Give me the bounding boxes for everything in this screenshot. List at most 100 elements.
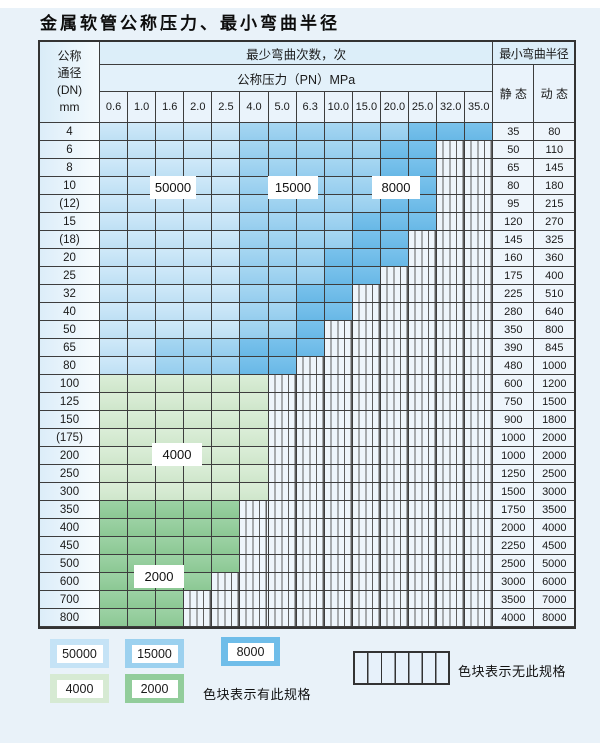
spec-cell xyxy=(268,537,297,555)
spec-cell xyxy=(324,159,353,177)
spec-cell xyxy=(128,465,157,483)
spec-cell xyxy=(268,339,297,357)
spec-cell xyxy=(100,195,129,213)
spec-cell xyxy=(100,339,129,357)
spec-cell xyxy=(268,141,297,159)
spec-cell xyxy=(268,429,297,447)
spec-cell xyxy=(296,411,325,429)
spec-cell xyxy=(409,555,438,573)
spec-cell xyxy=(212,465,241,483)
spec-cell xyxy=(465,411,494,429)
spec-cell xyxy=(184,483,213,501)
static-radius-cell: 1000 xyxy=(493,447,535,465)
spec-cell xyxy=(268,267,297,285)
dn-cell: 450 xyxy=(40,537,100,555)
spec-cell xyxy=(184,519,213,537)
spec-cell xyxy=(156,357,185,375)
min-bend-cycles-header: 最少弯曲次数，次 xyxy=(100,42,494,65)
spec-cell xyxy=(324,321,353,339)
spec-cell xyxy=(296,609,325,627)
spec-cell xyxy=(352,591,381,609)
spec-cell xyxy=(380,573,410,591)
spec-cell xyxy=(100,501,129,519)
spec-cell xyxy=(437,195,466,213)
spec-cell xyxy=(409,537,438,555)
spec-cell xyxy=(465,357,494,375)
spec-cell xyxy=(352,321,381,339)
spec-cell xyxy=(184,555,213,573)
spec-cell xyxy=(296,159,325,177)
spec-cell xyxy=(352,231,381,249)
spec-cell xyxy=(268,591,297,609)
dn-cell: 600 xyxy=(40,573,100,591)
spec-cell xyxy=(240,519,269,537)
spec-cell xyxy=(437,159,466,177)
spec-cell xyxy=(240,213,269,231)
dynamic-radius-cell: 8000 xyxy=(534,609,575,627)
spec-cell xyxy=(128,519,157,537)
static-radius-cell: 390 xyxy=(493,339,535,357)
dn-cell: 4 xyxy=(40,123,100,141)
spec-cell xyxy=(128,375,157,393)
spec-cell xyxy=(380,303,410,321)
band-label-4000: 4000 xyxy=(152,443,202,466)
spec-cell xyxy=(409,321,438,339)
spec-cell xyxy=(437,501,466,519)
spec-cell xyxy=(100,573,129,591)
spec-cell xyxy=(212,519,241,537)
spec-cell xyxy=(296,393,325,411)
dynamic-radius-cell: 325 xyxy=(534,231,575,249)
spec-cell xyxy=(128,321,157,339)
static-radius-cell: 350 xyxy=(493,321,535,339)
spec-cell xyxy=(268,609,297,627)
spec-cell xyxy=(240,429,269,447)
spec-cell xyxy=(296,249,325,267)
spec-cell xyxy=(296,195,325,213)
static-radius-cell: 50 xyxy=(493,141,535,159)
spec-cell xyxy=(296,501,325,519)
spec-cell xyxy=(128,231,157,249)
spec-cell xyxy=(380,519,410,537)
spec-cell xyxy=(240,393,269,411)
spec-cell xyxy=(240,411,269,429)
spec-cell xyxy=(324,357,353,375)
spec-cell xyxy=(296,447,325,465)
spec-cell xyxy=(100,141,129,159)
spec-cell xyxy=(409,591,438,609)
spec-cell xyxy=(212,483,241,501)
spec-cell xyxy=(296,123,325,141)
spec-cell xyxy=(100,447,129,465)
pressure-col-header: 2.5 xyxy=(212,92,241,123)
dynamic-radius-cell: 400 xyxy=(534,267,575,285)
spec-cell xyxy=(184,393,213,411)
spec-cell xyxy=(380,537,410,555)
dn-cell: 8 xyxy=(40,159,100,177)
static-radius-cell: 2500 xyxy=(493,555,535,573)
spec-cell xyxy=(465,609,494,627)
spec-cell xyxy=(296,285,325,303)
legend-value: 50000 xyxy=(56,644,103,663)
dn-cell: 25 xyxy=(40,267,100,285)
dynamic-radius-cell: 640 xyxy=(534,303,575,321)
pressure-col-header: 25.0 xyxy=(409,92,438,123)
spec-cell xyxy=(268,303,297,321)
dynamic-radius-cell: 2500 xyxy=(534,465,575,483)
spec-cell xyxy=(100,591,129,609)
spec-cell xyxy=(100,537,129,555)
spec-cell xyxy=(324,609,353,627)
dynamic-radius-cell: 5000 xyxy=(534,555,575,573)
spec-cell xyxy=(240,123,269,141)
spec-cell xyxy=(212,195,241,213)
spec-cell xyxy=(240,537,269,555)
spec-cell xyxy=(212,285,241,303)
static-radius-cell: 1000 xyxy=(493,429,535,447)
spec-cell xyxy=(240,159,269,177)
dn-cell: (12) xyxy=(40,195,100,213)
pressure-col-header: 20.0 xyxy=(380,92,410,123)
spec-cell xyxy=(409,519,438,537)
spec-cell xyxy=(184,339,213,357)
spec-cell xyxy=(324,537,353,555)
spec-cell xyxy=(212,303,241,321)
dynamic-radius-cell: 7000 xyxy=(534,591,575,609)
spec-cell xyxy=(409,303,438,321)
